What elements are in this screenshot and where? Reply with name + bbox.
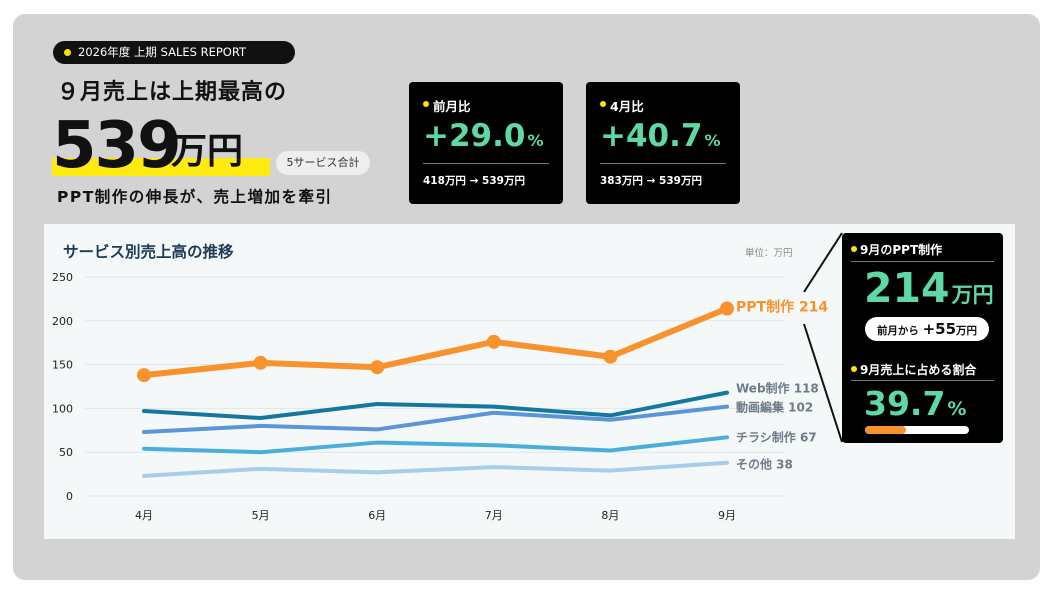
kpi-value: +40.7% <box>600 118 721 154</box>
series-end-label: 動画編集 102 <box>736 400 813 415</box>
ppt-highlight-panel: 9月のPPT制作 214万円 前月から +55万円 9月売上に占める割合 39.… <box>842 233 1003 443</box>
series-line-PPT制作 <box>141 305 730 379</box>
share-progress-fill <box>865 426 907 434</box>
series-end-label: チラシ制作 67 <box>736 429 817 444</box>
series-line-動画編集 <box>142 404 729 435</box>
ppt-sept-number: 214 <box>864 264 950 312</box>
data-point <box>486 334 501 349</box>
share-value: 39.7% <box>864 383 966 430</box>
data-point <box>137 368 151 383</box>
report-eyebrow: 2026年度 上期 SALES REPORT <box>53 41 295 64</box>
panel-divider <box>851 261 994 262</box>
series-end-label: PPT制作 214 <box>736 299 828 316</box>
y-tick-label: 250 <box>52 271 73 284</box>
connector-line <box>803 232 843 293</box>
x-tick-label: 8月 <box>601 509 619 522</box>
kpi-number: +40.7 <box>600 118 703 154</box>
hero-highlight-bar <box>52 158 270 176</box>
headline: ９月売上は上期最高の <box>57 80 288 105</box>
x-tick-label: 7月 <box>485 509 503 522</box>
subheadline: PPT制作の伸長が、売上増加を牽引 <box>57 188 333 206</box>
data-point <box>253 355 268 370</box>
panel-divider <box>851 380 994 381</box>
series-line-その他 <box>142 460 729 478</box>
x-tick-label: 5月 <box>252 509 270 522</box>
kpi-detail: 383万円 → 539万円 <box>600 175 702 187</box>
connector-line <box>803 323 843 443</box>
share-title: 9月売上に占める割合 <box>860 363 977 377</box>
kpi-label: 4月比 <box>610 99 644 114</box>
data-point <box>603 349 618 364</box>
kpi-number: +29.0 <box>423 118 526 154</box>
share-progress-track <box>865 426 969 434</box>
hero-note-pill: 5サービス合計 <box>276 151 370 175</box>
bullet-dot-icon <box>423 101 429 107</box>
unit-note: 単位：万円 <box>745 248 793 259</box>
kpi-card-vs-april: 4月比 +40.7% 383万円 → 539万円 <box>586 82 740 204</box>
y-tick-label: 100 <box>52 402 73 415</box>
x-tick-label: 9月 <box>718 509 736 522</box>
data-point <box>720 301 734 316</box>
bullet-dot-icon <box>600 101 606 107</box>
kpi-unit: % <box>704 131 721 150</box>
chip-value: +55 <box>922 320 957 338</box>
share-number: 39.7 <box>864 384 946 423</box>
eyebrow-text: 2026年度 上期 SALES REPORT <box>78 45 247 59</box>
series-end-label: その他 38 <box>736 457 793 472</box>
chart-title: サービス別売上高の推移 <box>63 243 234 261</box>
y-tick-label: 50 <box>59 446 73 459</box>
hero-unit: 万円 <box>171 131 244 172</box>
x-tick-label: 6月 <box>368 509 386 522</box>
kpi-card-mom: 前月比 +29.0% 418万円 → 539万円 <box>409 82 563 204</box>
x-tick-label: 4月 <box>135 509 153 522</box>
ppt-sept-unit: 万円 <box>951 283 994 307</box>
kpi-value: +29.0% <box>423 118 544 154</box>
y-tick-label: 200 <box>52 315 73 328</box>
mom-change-chip: 前月から +55万円 <box>865 317 989 341</box>
bullet-dot-icon <box>851 246 857 252</box>
share-unit: % <box>947 398 967 420</box>
y-tick-label: 0 <box>66 490 73 503</box>
kpi-divider <box>600 163 726 164</box>
y-tick-label: 150 <box>52 359 73 372</box>
data-point <box>370 360 385 375</box>
hero-value: 539 <box>52 109 182 183</box>
kpi-divider <box>423 163 549 164</box>
series-end-label: Web制作 118 <box>736 381 819 396</box>
bullet-dot-icon <box>851 366 857 372</box>
highlight-title: 9月のPPT制作 <box>860 243 943 257</box>
kpi-detail: 418万円 → 539万円 <box>423 175 525 187</box>
series-line-Web制作 <box>142 390 729 421</box>
kpi-unit: % <box>527 131 544 150</box>
chip-prefix: 前月から <box>876 325 919 337</box>
series-line-チラシ制作 <box>142 435 729 455</box>
chip-unit: 万円 <box>956 325 978 337</box>
kpi-label: 前月比 <box>433 99 471 114</box>
ppt-sept-value: 214万円 <box>864 263 994 320</box>
bullet-dot-icon <box>64 49 71 56</box>
